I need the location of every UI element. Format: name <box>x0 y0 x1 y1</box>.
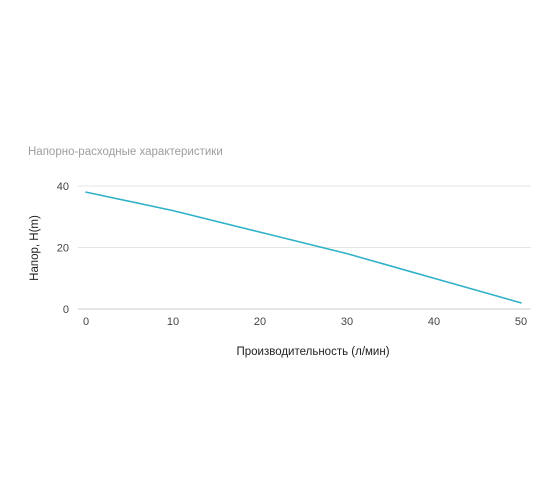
x-tick-label: 40 <box>428 316 440 328</box>
y-axis-ticks: 0 20 40 <box>57 181 69 316</box>
y-tick-label: 20 <box>57 243 69 255</box>
chart-title: Напорно-расходные характеристики <box>28 146 223 158</box>
series-line <box>85 191 522 304</box>
data-series <box>85 191 522 304</box>
x-axis-ticks: 0 10 20 30 40 50 <box>83 316 527 328</box>
y-tick-label: 0 <box>63 304 69 316</box>
x-axis-label: Производительность (л/мин) <box>236 346 389 358</box>
x-tick-label: 30 <box>341 316 353 328</box>
y-tick-label: 40 <box>57 181 69 193</box>
x-tick-label: 20 <box>254 316 266 328</box>
y-axis-label: Напор, H(m) <box>29 215 41 281</box>
x-tick-label: 10 <box>167 316 179 328</box>
x-tick-label: 0 <box>83 316 89 328</box>
x-tick-label: 50 <box>515 316 527 328</box>
grid-lines <box>78 185 531 310</box>
